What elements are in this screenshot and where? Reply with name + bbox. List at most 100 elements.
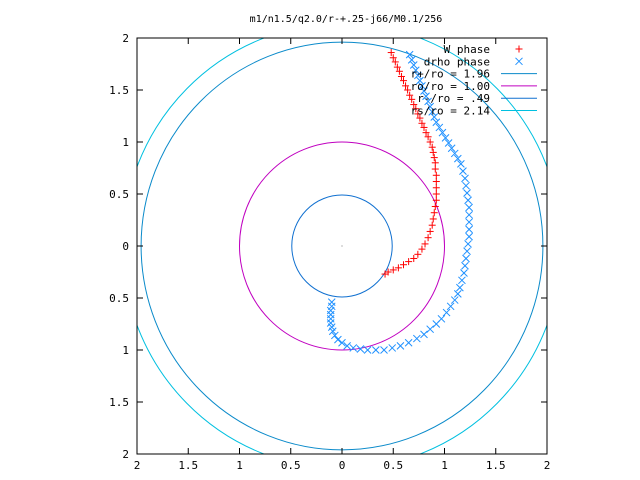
w-phase-point bbox=[400, 261, 407, 269]
drho-phase-point bbox=[404, 338, 413, 347]
w-phase-point bbox=[410, 254, 418, 262]
drho-phase-point bbox=[450, 149, 459, 158]
drho-phase-point bbox=[326, 314, 335, 323]
drho-phase-point bbox=[430, 113, 439, 121]
w-phase-point bbox=[431, 202, 439, 210]
drho-phase-point bbox=[446, 302, 455, 311]
drho-phase-point bbox=[464, 196, 472, 205]
drho-phase-point bbox=[349, 344, 358, 352]
drho-phase-point bbox=[465, 232, 473, 241]
origin-dot bbox=[341, 245, 343, 247]
drho-phase-point bbox=[356, 345, 365, 353]
y-tick-label: 1 bbox=[122, 344, 129, 357]
drho-phase-point bbox=[456, 283, 464, 292]
y-tick-label: 0 bbox=[122, 240, 129, 253]
drho-phase-point bbox=[453, 289, 462, 298]
w-phase-point bbox=[406, 91, 414, 99]
legend-label: W phase bbox=[444, 43, 490, 56]
w-phase-point bbox=[405, 258, 413, 266]
w-phase-point bbox=[416, 114, 424, 122]
w-phase-point bbox=[412, 105, 420, 113]
w-phase-point bbox=[426, 227, 434, 235]
w-phase-point bbox=[418, 245, 426, 253]
drho-phase-point bbox=[371, 346, 380, 354]
drho-phase-point bbox=[343, 341, 351, 350]
drho-phase-point bbox=[465, 210, 473, 219]
chart-title: m1/n1.5/q2.0/r-+.25-j66/M0.1/256 bbox=[250, 14, 443, 25]
drho-phase-point bbox=[462, 254, 470, 263]
drho-phase-point bbox=[450, 296, 459, 304]
w-phase-point bbox=[408, 95, 416, 103]
w-phase-point bbox=[429, 215, 437, 223]
y-tick-label: 1.5 bbox=[109, 84, 129, 97]
drho-phase-point bbox=[422, 92, 430, 101]
y-tick-label: 0.5 bbox=[109, 188, 129, 201]
drho-phase-point bbox=[428, 107, 437, 116]
w-phase-point bbox=[424, 133, 432, 141]
circle-series-4 bbox=[291, 194, 393, 298]
drho-phase-point bbox=[460, 269, 468, 277]
legend-label: drho phase bbox=[424, 55, 490, 68]
drho-phase-point bbox=[411, 66, 420, 75]
drho-phase-point bbox=[334, 335, 342, 344]
data-points bbox=[326, 49, 473, 354]
drho-phase-point bbox=[463, 247, 471, 256]
x-tick-label: 0 bbox=[339, 459, 346, 472]
x-tick-label: 1 bbox=[441, 459, 448, 472]
w-phase-point bbox=[432, 171, 440, 179]
y-tick-label: 2 bbox=[122, 448, 129, 461]
drho-phase-point bbox=[462, 181, 470, 190]
w-phase-point bbox=[432, 196, 440, 204]
w-phase-point bbox=[397, 72, 405, 80]
x-tick-label: 2 bbox=[544, 459, 551, 472]
w-phase-point bbox=[420, 123, 428, 131]
w-phase-point bbox=[426, 138, 434, 146]
drho-phase-point bbox=[442, 308, 451, 317]
w-phase-point bbox=[431, 159, 439, 167]
drho-phase-point bbox=[405, 50, 414, 59]
y-tick-label: 1.5 bbox=[109, 396, 129, 409]
drho-phase-point bbox=[420, 87, 428, 95]
drho-phase-point bbox=[441, 133, 450, 142]
w-phase-point bbox=[400, 77, 407, 85]
x-tick-label: 0.5 bbox=[281, 459, 301, 472]
legend-label: r+/ro = 1.96 bbox=[411, 68, 490, 81]
w-phase-point bbox=[430, 154, 438, 162]
drho-phase-point bbox=[465, 218, 473, 226]
w-phase-point bbox=[414, 110, 422, 118]
legend-sample-marker bbox=[515, 57, 523, 66]
legend-label: ro/ro = 1.00 bbox=[411, 80, 490, 93]
drho-phase-point bbox=[412, 334, 421, 343]
w-phase-point bbox=[432, 184, 440, 192]
drho-phase-point bbox=[413, 71, 422, 80]
x-tick-label: 2 bbox=[134, 459, 141, 472]
drho-phase-point bbox=[459, 167, 467, 175]
w-phase-point bbox=[410, 101, 418, 109]
w-phase-point bbox=[432, 190, 440, 198]
w-phase-point bbox=[428, 221, 436, 229]
drho-phase-point bbox=[432, 320, 441, 328]
drho-phase-point bbox=[461, 174, 469, 183]
drho-phase-point bbox=[453, 154, 462, 163]
w-phase-point bbox=[389, 54, 397, 62]
drho-phase-point bbox=[327, 298, 336, 307]
drho-phase-point bbox=[330, 331, 339, 340]
w-phase-point bbox=[432, 178, 440, 186]
drho-phase-point bbox=[435, 123, 444, 132]
legend-label: rs/ro = 2.14 bbox=[411, 105, 491, 118]
drho-phase-point bbox=[458, 276, 466, 285]
x-tick-label: 1.5 bbox=[486, 459, 506, 472]
drho-phase-point bbox=[426, 102, 435, 111]
w-phase-point bbox=[387, 49, 395, 57]
drho-phase-point bbox=[363, 346, 372, 354]
x-tick-label: 1.5 bbox=[178, 459, 198, 472]
drho-phase-point bbox=[420, 330, 428, 339]
w-phase-point bbox=[429, 148, 437, 156]
y-tick-label: 2 bbox=[122, 32, 129, 45]
drho-phase-point bbox=[457, 159, 465, 168]
drho-phase-point bbox=[424, 97, 432, 106]
drho-phase-point bbox=[388, 344, 397, 352]
drho-phase-point bbox=[426, 325, 435, 334]
